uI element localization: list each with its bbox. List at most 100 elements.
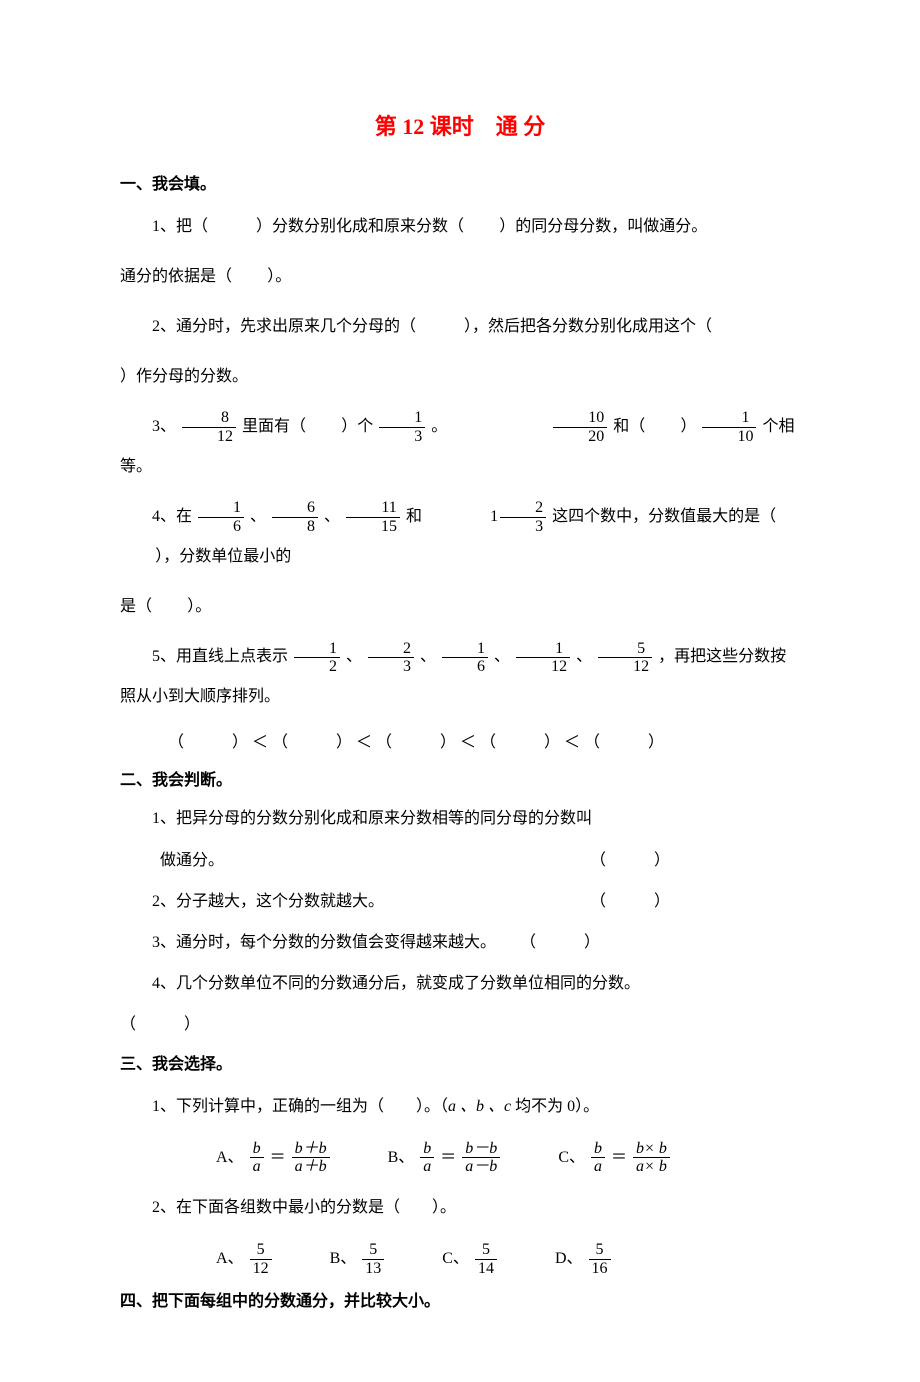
judge-paren: （ ） — [120, 1016, 200, 1033]
denominator: a — [250, 1158, 264, 1176]
lesson-title: 第 12 课时 通 分 — [120, 110, 800, 143]
fraction-b-a: ba — [420, 1140, 434, 1176]
s2-j1b: 做通分。 （ ） — [120, 843, 800, 878]
text: 做通分。 — [152, 852, 224, 869]
numerator: 2 — [368, 640, 414, 659]
text: 2、分子越大，这个分数就越大。 — [152, 893, 384, 910]
text: 和（ — [613, 418, 645, 435]
s2-j1a: 1、把异分母的分数分别化成和原来分数相等的同分母的分数叫 — [120, 801, 800, 836]
text: 1、把（ — [152, 218, 208, 235]
text: 4、几个分数单位不同的分数通分后，就变成了分数单位相同的分数。 — [152, 975, 640, 992]
numerator: 5 — [589, 1241, 611, 1260]
numerator: 1 — [702, 409, 756, 428]
text: ） — [680, 418, 696, 435]
judge-paren: （ ） — [590, 843, 670, 878]
fraction-2-3: 23 — [368, 640, 414, 676]
fraction-1-3: 13 — [379, 409, 425, 445]
numerator: b× b — [633, 1140, 670, 1159]
denominator: 8 — [272, 518, 318, 536]
s3-q2: 2、在下面各组数中最小的分数是（ ）。 — [120, 1188, 800, 1228]
text: ）的同分母分数，叫做通分。 — [499, 218, 707, 235]
eq: ＝ — [440, 1149, 456, 1166]
denominator: 15 — [346, 518, 400, 536]
fraction-bm-am: b－ba－b — [462, 1140, 500, 1176]
s1-q2-line1: 2、通分时，先求出原来几个分母的（ ），然后把各分数分别化成用这个（ — [120, 307, 800, 347]
denominator: a — [420, 1158, 434, 1176]
numerator: b — [420, 1140, 434, 1159]
denominator: 20 — [553, 428, 607, 446]
text: 、 — [250, 508, 266, 525]
numerator: 2 — [500, 499, 546, 518]
denominator: 10 — [702, 428, 756, 446]
numerator: 1 — [442, 640, 488, 659]
s1-q5-compare: （ ） ＜ （ ） ＜ （ ） ＜ （ ） ＜ （ ） — [120, 727, 800, 759]
numerator: 5 — [598, 640, 652, 659]
text: ）作分母的分数。 — [120, 368, 248, 385]
denominator: 3 — [368, 658, 414, 676]
text: 、 — [324, 508, 340, 525]
fraction-5-14: 514 — [475, 1241, 497, 1277]
fraction-2-3: 23 — [500, 499, 546, 535]
denominator: 12 — [598, 658, 652, 676]
denominator: 6 — [198, 518, 244, 536]
fraction-1-2: 12 — [294, 640, 340, 676]
text: ），然后把各分数分别化成用这个（ — [464, 318, 712, 335]
fraction-1-10: 110 — [702, 409, 756, 445]
denominator: 3 — [379, 428, 425, 446]
denominator: 12 — [250, 1260, 272, 1278]
numerator: b — [250, 1140, 264, 1159]
s1-q1-line2: 通分的依据是（）。 — [120, 257, 800, 297]
mixed-1-2-3: 123 — [426, 497, 548, 537]
s2-j3: 3、通分时，每个分数的分数值会变得越来越大。 （ ） — [120, 925, 800, 960]
denominator: a× b — [633, 1158, 670, 1176]
label-b: B、 — [388, 1149, 415, 1166]
denominator: 16 — [589, 1260, 611, 1278]
numerator: 5 — [250, 1241, 272, 1260]
section-1-heading: 一、我会填。 — [120, 173, 800, 197]
text: 3、 — [152, 418, 176, 435]
denominator: 12 — [516, 658, 570, 676]
text: ）。 — [267, 268, 291, 285]
text: ），分数单位最小的 — [155, 548, 291, 565]
text: 2、通分时，先求出原来几个分母的（ — [152, 318, 416, 335]
denominator: a — [591, 1158, 605, 1176]
text: 均不为 0）。 — [511, 1098, 599, 1115]
denominator: 2 — [294, 658, 340, 676]
s2-j2: 2、分子越大，这个分数就越大。 （ ） — [120, 884, 800, 919]
fraction-6-8: 68 — [272, 499, 318, 535]
s2-j4a: 4、几个分数单位不同的分数通分后，就变成了分数单位相同的分数。 — [120, 966, 800, 1001]
fraction-1-12: 112 — [516, 640, 570, 676]
text: 这四个数中，分数值最大的是（ — [552, 508, 776, 525]
s3-q2-choices: A、 512 B、 513 C、 514 D、 516 — [120, 1238, 800, 1280]
s2-j4-mark: （ ） — [120, 1007, 800, 1042]
denominator: 12 — [182, 428, 236, 446]
s1-q1-line1: 1、把（ ）分数分别化成和原来分数（ ）的同分母分数，叫做通分。 — [120, 207, 800, 247]
denominator: a－b — [462, 1158, 500, 1176]
numerator: 6 — [272, 499, 318, 518]
numerator: b＋b — [292, 1140, 330, 1159]
s3-q1-choices: A、 ba ＝ b＋ba＋b B、 ba ＝ b－ba－b C、 ba ＝ b×… — [120, 1137, 800, 1179]
fraction-5-13: 513 — [362, 1241, 384, 1277]
numerator: 1 — [294, 640, 340, 659]
text: ）。 — [187, 598, 211, 615]
s1-q4-line2: 是（）。 — [120, 587, 800, 627]
text: 5、用直线上点表示 — [152, 648, 288, 665]
denominator: 3 — [500, 518, 546, 536]
text: 、 — [346, 648, 362, 665]
label-c: C、 — [442, 1250, 469, 1267]
text: 1、下列计算中，正确的一组为（ ）。（ — [152, 1098, 448, 1115]
eq: ＝ — [270, 1149, 286, 1166]
judge-paren: （ ） — [520, 925, 600, 960]
text: 、 — [420, 648, 436, 665]
fraction-11-15: 1115 — [346, 499, 400, 535]
text: ）分数分别化成和原来分数（ — [256, 218, 464, 235]
eq: ＝ — [611, 1149, 627, 1166]
s1-q3: 3、 812 里面有（）个 13 。 1020 和（） 110 个相等。 — [120, 407, 800, 487]
fraction-bp-ap: b＋ba＋b — [292, 1140, 330, 1176]
numerator: 1 — [379, 409, 425, 428]
label-b: B、 — [330, 1250, 357, 1267]
numerator: 5 — [475, 1241, 497, 1260]
label-c: C、 — [558, 1149, 585, 1166]
fraction-1-6: 16 — [442, 640, 488, 676]
fraction-1-6: 16 — [198, 499, 244, 535]
